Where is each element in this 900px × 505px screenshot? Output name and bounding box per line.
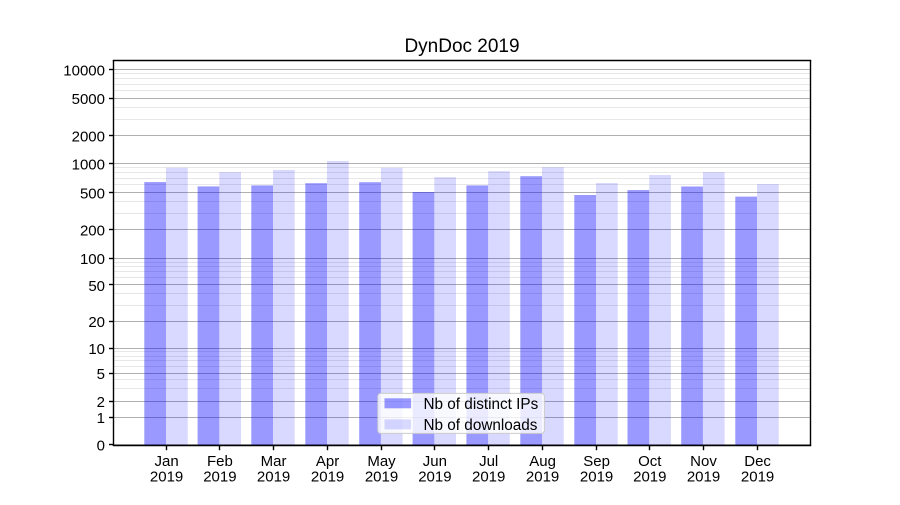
svg-text:Nb of downloads: Nb of downloads xyxy=(424,417,538,434)
svg-text:5000: 5000 xyxy=(72,91,105,108)
svg-text:500: 500 xyxy=(80,186,105,203)
svg-text:2019: 2019 xyxy=(311,468,344,485)
svg-text:Mar: Mar xyxy=(261,453,287,470)
svg-text:Oct: Oct xyxy=(638,453,662,470)
svg-text:1000: 1000 xyxy=(72,156,105,173)
svg-text:Dec: Dec xyxy=(744,453,771,470)
svg-text:100: 100 xyxy=(80,251,105,268)
svg-text:2019: 2019 xyxy=(633,468,666,485)
svg-text:2019: 2019 xyxy=(741,468,774,485)
svg-text:1: 1 xyxy=(97,410,105,427)
svg-text:Jul: Jul xyxy=(479,453,498,470)
svg-text:2019: 2019 xyxy=(203,468,236,485)
svg-text:2019: 2019 xyxy=(257,468,290,485)
svg-text:20: 20 xyxy=(88,314,105,331)
svg-text:2019: 2019 xyxy=(580,468,613,485)
svg-text:200: 200 xyxy=(80,223,105,240)
svg-text:10000: 10000 xyxy=(63,63,105,80)
svg-text:Apr: Apr xyxy=(316,453,339,470)
svg-text:50: 50 xyxy=(88,278,105,295)
svg-text:Sep: Sep xyxy=(583,453,610,470)
svg-text:Feb: Feb xyxy=(207,453,233,470)
svg-text:2: 2 xyxy=(97,394,105,411)
svg-text:2019: 2019 xyxy=(150,468,183,485)
svg-text:Nov: Nov xyxy=(690,453,717,470)
svg-text:2019: 2019 xyxy=(472,468,505,485)
svg-text:2000: 2000 xyxy=(72,129,105,146)
svg-text:2019: 2019 xyxy=(687,468,720,485)
svg-text:May: May xyxy=(367,453,396,470)
svg-text:2019: 2019 xyxy=(418,468,451,485)
svg-text:Aug: Aug xyxy=(529,453,556,470)
svg-text:2019: 2019 xyxy=(526,468,559,485)
svg-text:0: 0 xyxy=(97,437,105,454)
svg-text:Jun: Jun xyxy=(423,453,447,470)
svg-text:Nb of distinct IPs: Nb of distinct IPs xyxy=(424,396,539,413)
svg-text:10: 10 xyxy=(88,341,105,358)
svg-text:Jan: Jan xyxy=(155,453,179,470)
svg-text:5: 5 xyxy=(97,366,105,383)
svg-text:2019: 2019 xyxy=(365,468,398,485)
svg-text:DynDoc 2019: DynDoc 2019 xyxy=(404,36,519,57)
